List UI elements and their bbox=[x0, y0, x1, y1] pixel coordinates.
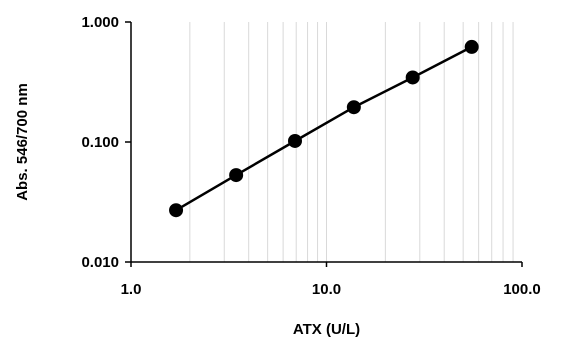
x-axis-title: ATX (U/L) bbox=[293, 321, 360, 338]
x-tick-label: 10.0 bbox=[312, 281, 341, 298]
y-tick-label: 1.000 bbox=[81, 14, 119, 31]
data-point bbox=[287, 133, 302, 148]
tick-layer: 0.010 0.100 1.000 1.0 10.0 100.0 bbox=[81, 14, 540, 298]
y-tick-label: 0.100 bbox=[81, 134, 119, 151]
grid-layer bbox=[189, 22, 514, 262]
x-tick-label: 100.0 bbox=[503, 281, 541, 298]
series-line bbox=[175, 45, 473, 212]
x-tick-label: 1.0 bbox=[121, 281, 142, 298]
y-axis-title: Abs. 546/700 nm bbox=[14, 83, 31, 201]
point-layer bbox=[169, 39, 479, 218]
y-tick-label: 0.010 bbox=[81, 254, 119, 271]
series-layer bbox=[175, 45, 473, 212]
data-point bbox=[169, 203, 184, 218]
data-point bbox=[464, 39, 479, 54]
data-point bbox=[405, 70, 420, 85]
data-point bbox=[229, 168, 244, 183]
data-point bbox=[346, 100, 361, 115]
